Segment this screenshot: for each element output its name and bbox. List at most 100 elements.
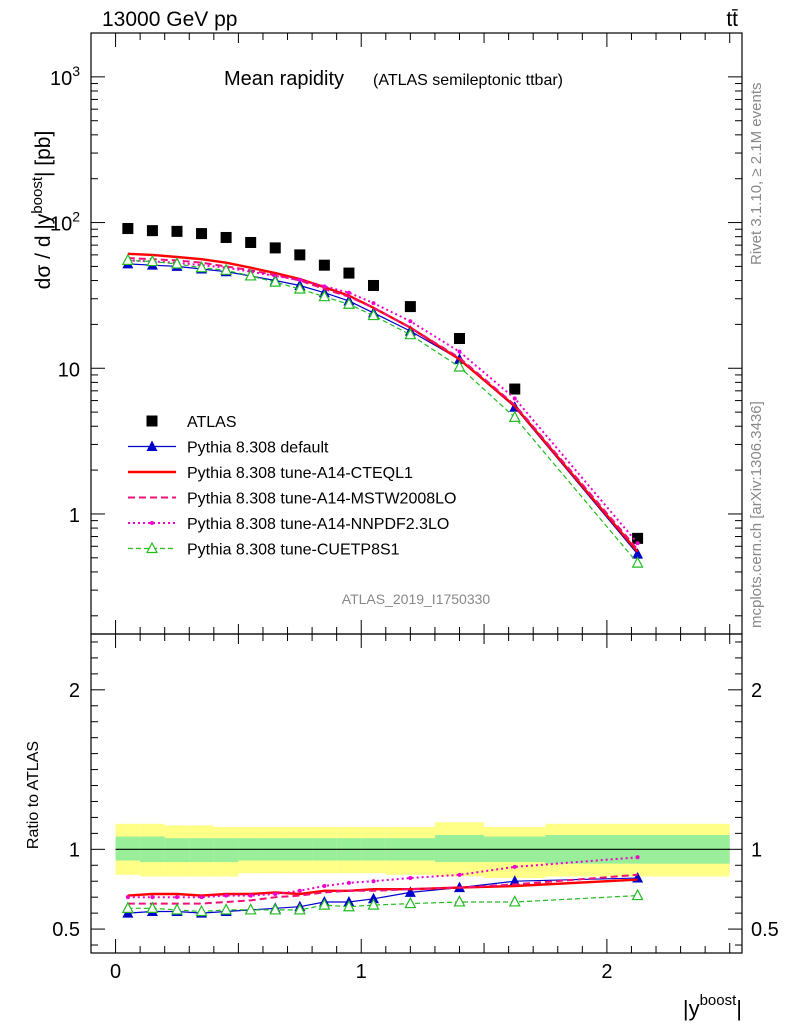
legend-entry: Pythia 8.308 tune-CUETP8S1 <box>128 542 400 559</box>
main-data-point <box>631 556 644 568</box>
main-data-point <box>195 260 208 273</box>
ratio-series-3 <box>125 855 640 900</box>
ratio-data-point <box>248 893 253 898</box>
ratio-series-2 <box>127 873 638 905</box>
x-tick-label: 2 <box>601 961 612 983</box>
legend-marker <box>146 440 158 451</box>
ratio-data-point <box>512 864 517 869</box>
ratio-series-4 <box>121 888 644 917</box>
legend-marker <box>150 521 154 525</box>
process-label: tt̄ <box>726 8 738 31</box>
ratio-data-point <box>508 895 521 907</box>
legend-label: Pythia 8.308 tune-CUETP8S1 <box>187 542 400 559</box>
ratio-data-point <box>244 903 257 915</box>
main-data-point <box>269 275 282 287</box>
ratio-data-point <box>346 880 351 885</box>
legend: ATLAS Pythia 8.308 default Pythia 8.308 tu… <box>128 414 456 559</box>
ratio-data-point <box>509 875 521 886</box>
ratio-data-point <box>220 903 233 915</box>
ratio-data-point <box>224 893 229 898</box>
ratio-data-point <box>174 895 179 900</box>
main-data-point <box>453 333 465 345</box>
legend-marker <box>146 415 158 427</box>
ratio-data-point <box>631 888 644 901</box>
main-panel-content <box>121 223 644 568</box>
main-data-point <box>368 279 380 291</box>
main-data-point <box>170 257 183 269</box>
main-data-point <box>196 228 208 240</box>
ratio-data-point <box>121 901 134 913</box>
main-data-point <box>269 242 281 254</box>
ratio-series-line <box>127 856 638 899</box>
main-data-point <box>371 301 376 306</box>
main-data-point <box>245 236 257 248</box>
main-data-point <box>146 225 158 237</box>
ratio-series-line <box>127 878 638 897</box>
ratio-y-tick-label-left: 0.5 <box>52 919 80 941</box>
main-series-0 <box>122 223 644 544</box>
main-data-point <box>343 267 355 279</box>
main-series-5 <box>121 253 644 568</box>
main-data-point <box>453 360 466 372</box>
main-y-axis-label: dσ / d |yboost| [pb] <box>29 131 55 290</box>
main-data-point <box>508 410 521 422</box>
ratio-data-point <box>293 903 306 915</box>
main-series-line <box>127 259 639 544</box>
ratio-data-point <box>322 884 327 889</box>
main-data-point <box>509 383 521 395</box>
ratio-y-tick-label-left: 1 <box>69 839 80 861</box>
main-data-point <box>297 277 302 282</box>
ratio-y-tick-label-right: 1 <box>751 839 762 861</box>
uncertainty-bands <box>115 822 730 879</box>
ratio-panel-content <box>115 822 730 918</box>
main-data-point <box>512 396 517 401</box>
ratio-data-point <box>199 895 204 900</box>
main-data-point <box>294 249 306 261</box>
main-data-point <box>171 225 183 237</box>
ratio-data-point <box>404 886 416 897</box>
main-data-point <box>293 282 306 294</box>
main-data-point <box>632 532 644 544</box>
rivet-version-label: Rivet 3.1.10, ≥ 2.1M events <box>748 83 765 266</box>
main-data-point <box>408 319 413 324</box>
legend-label: Pythia 8.308 tune-A14-CTEQL1 <box>187 465 413 482</box>
main-data-point <box>457 349 462 354</box>
ratio-data-point <box>408 876 413 881</box>
main-data-point <box>122 223 134 235</box>
ratio-data-point <box>297 888 302 893</box>
ratio-data-point <box>453 895 466 907</box>
ratio-data-point <box>195 904 208 917</box>
main-data-point <box>244 269 257 281</box>
ratio-y-tick-label-right: 0.5 <box>751 919 779 941</box>
ratio-data-point <box>457 872 462 877</box>
main-series-line <box>127 259 639 564</box>
inner-band <box>115 836 141 861</box>
main-data-point <box>367 308 380 321</box>
plot-subtitle: (ATLAS semileptonic ttbar) <box>373 72 563 89</box>
legend-label: Pythia 8.308 tune-A14-MSTW2008LO <box>187 491 456 508</box>
ratio-data-point <box>371 879 376 884</box>
legend-label: Pythia 8.308 default <box>187 440 329 457</box>
main-series-line <box>127 257 639 551</box>
main-data-point <box>404 327 417 340</box>
main-data-point <box>146 254 159 267</box>
main-data-point <box>220 231 232 243</box>
inner-band <box>189 838 214 863</box>
mcplots-label: mcplots.cern.ch [arXiv:1306.3436] <box>748 401 765 628</box>
legend-marker <box>146 541 158 554</box>
main-data-point <box>322 284 327 289</box>
main-y-tick-label: 103 <box>50 63 80 90</box>
main-y-tick-label: 102 <box>50 209 80 236</box>
main-y-tick-label: 1 <box>69 505 80 527</box>
main-data-point <box>635 541 640 546</box>
ratio-y-tick-label-left: 2 <box>69 680 80 702</box>
main-data-point <box>318 259 330 271</box>
ratio-data-point <box>404 896 417 909</box>
legend-label: Pythia 8.308 tune-A14-NNPDF2.3LO <box>187 516 449 533</box>
x-axis-label: |yboost| <box>683 992 742 1021</box>
ratio-data-point <box>273 891 278 896</box>
ratio-data-point <box>342 899 355 912</box>
ratio-y-axis-label: Ratio to ATLAS <box>25 741 42 849</box>
main-series-1 <box>122 257 644 559</box>
